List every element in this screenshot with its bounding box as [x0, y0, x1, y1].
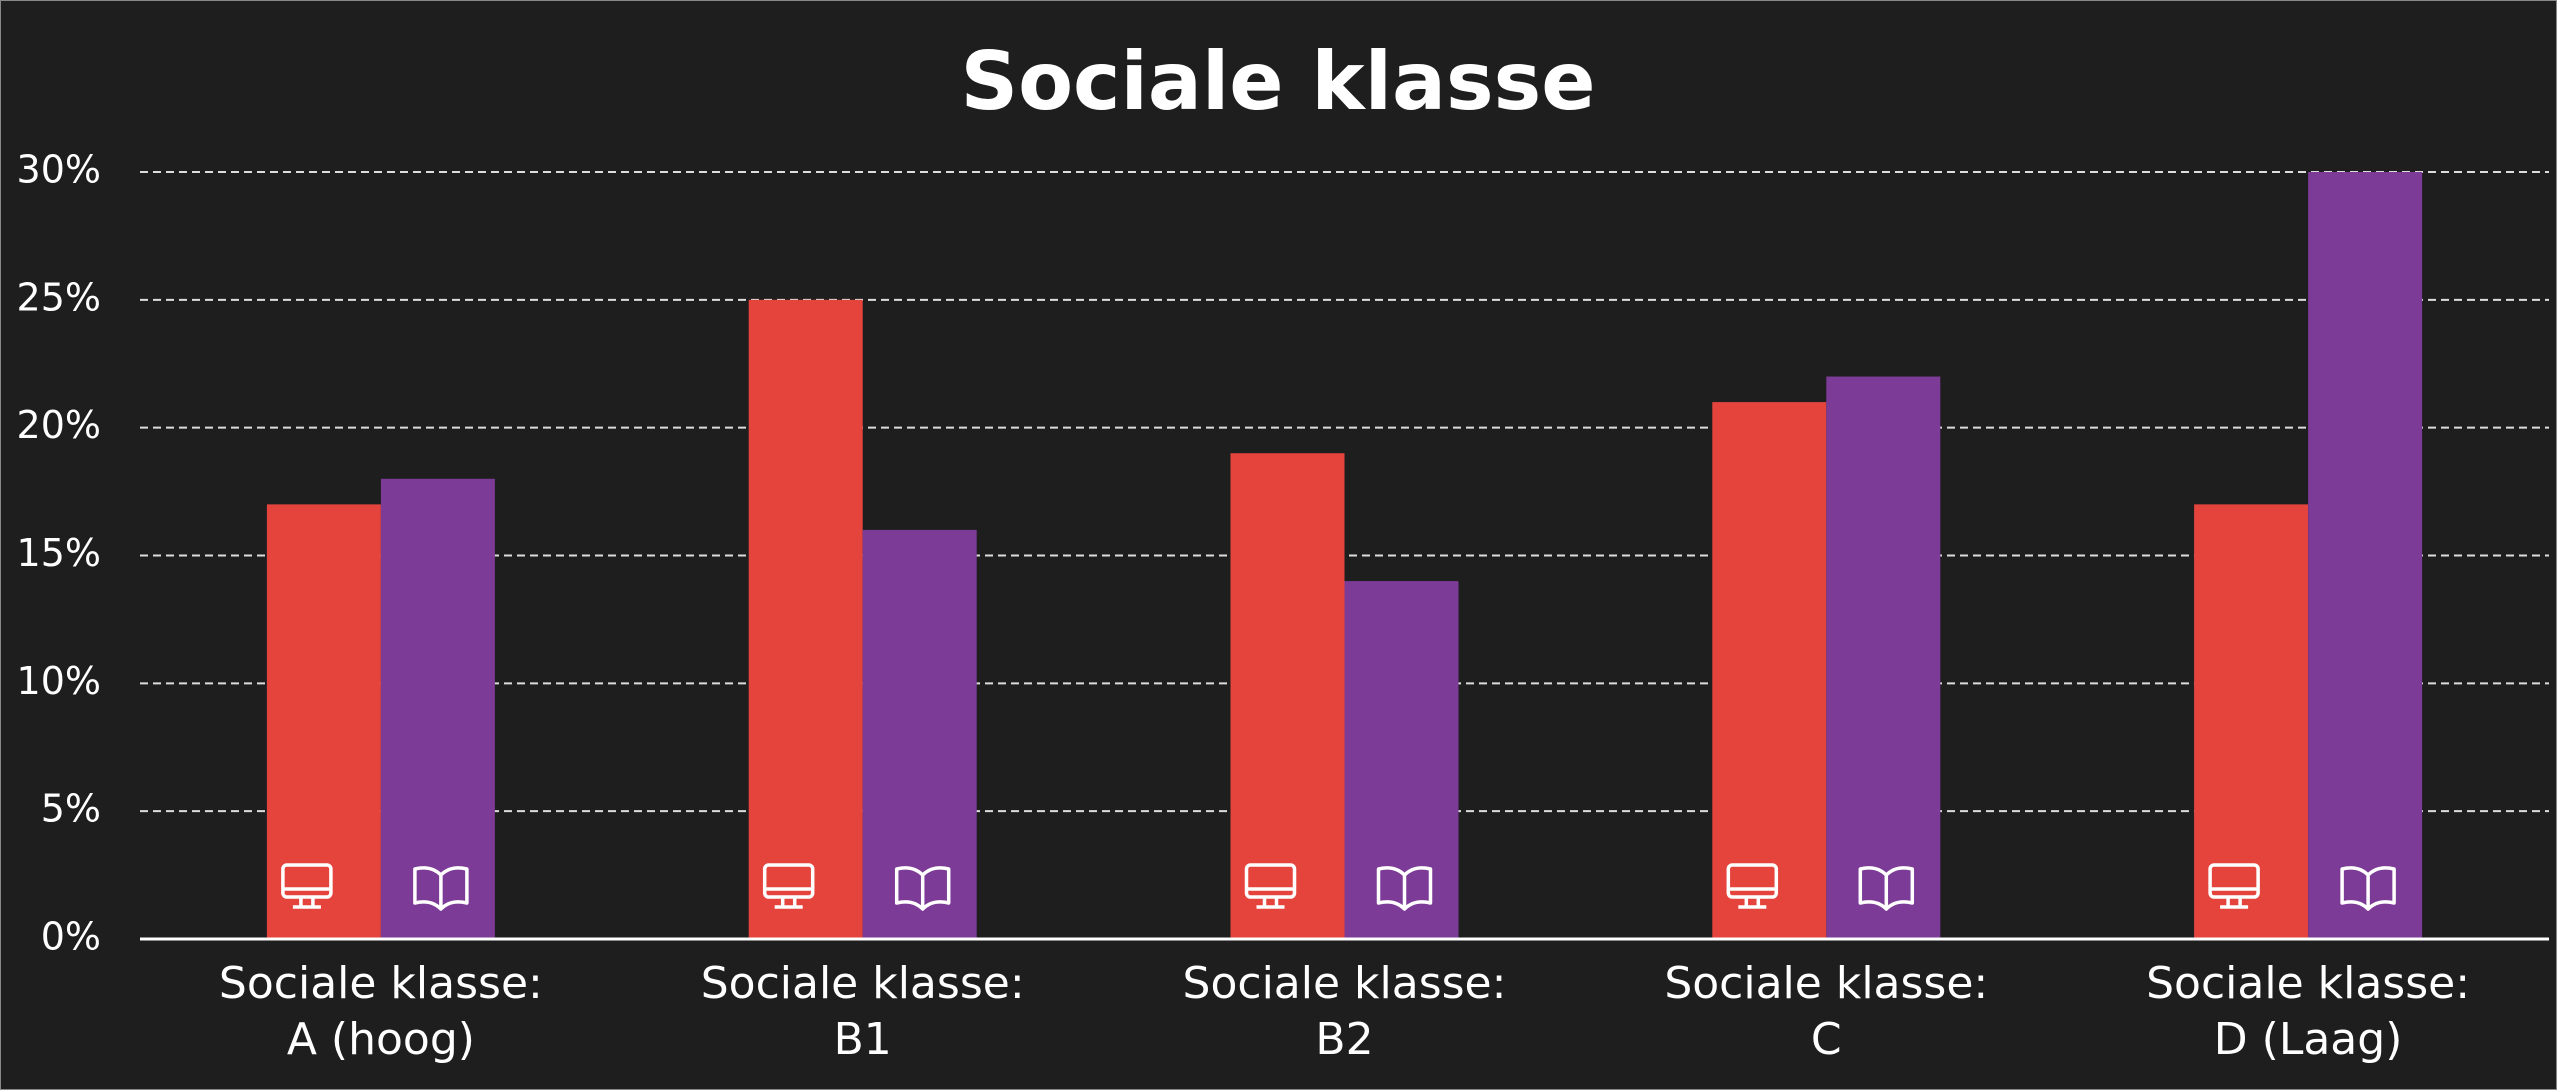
- icon-part: [894, 866, 951, 911]
- bar: [1826, 376, 1941, 939]
- y-tick-label: 20%: [17, 403, 101, 447]
- y-tick-label: 10%: [17, 659, 101, 703]
- book-icon: [2340, 866, 2396, 911]
- book-icon: [1376, 866, 1433, 911]
- monitor-icon: [281, 863, 333, 909]
- book-icon: [413, 866, 469, 911]
- monitor-icon: [1726, 863, 1779, 909]
- icon-part: [1376, 866, 1433, 911]
- icon-part: [1244, 863, 1297, 899]
- book-icon: [1858, 866, 1915, 911]
- bar: [748, 299, 863, 939]
- icon-part: [2340, 866, 2396, 911]
- bar: [1712, 402, 1827, 940]
- icon-part: [1858, 866, 1915, 911]
- y-tick-label: 30%: [17, 148, 101, 192]
- book-icon: [894, 866, 951, 911]
- icon-part: [762, 863, 815, 899]
- icon-part: [413, 866, 469, 911]
- bar: [1344, 581, 1459, 939]
- monitor-icon: [1244, 863, 1297, 909]
- monitor-icon: [762, 863, 815, 909]
- bar: [1230, 453, 1345, 939]
- y-tick-label: 5%: [41, 787, 101, 831]
- y-tick-label: 15%: [17, 531, 101, 575]
- icon-part: [2208, 863, 2260, 899]
- x-tick-label: Sociale klasse: B1: [700, 958, 1025, 1065]
- x-tick-label: Sociale klasse: B2: [1182, 958, 1507, 1065]
- bar: [380, 478, 495, 939]
- icon-part: [1726, 863, 1779, 899]
- y-tick-label: 25%: [17, 275, 101, 319]
- chart-title: Sociale klasse: [960, 35, 1595, 128]
- bar: [862, 529, 977, 939]
- x-tick-label: Sociale klasse: A (hoog): [218, 958, 543, 1065]
- x-tick-label: Sociale klasse: D (Laag): [2146, 958, 2471, 1065]
- icon-part: [281, 863, 333, 899]
- monitor-icon: [2208, 863, 2260, 909]
- x-tick-label: Sociale klasse: C: [1664, 958, 1989, 1065]
- bar: [2308, 172, 2423, 939]
- y-tick-label: 0%: [41, 915, 101, 959]
